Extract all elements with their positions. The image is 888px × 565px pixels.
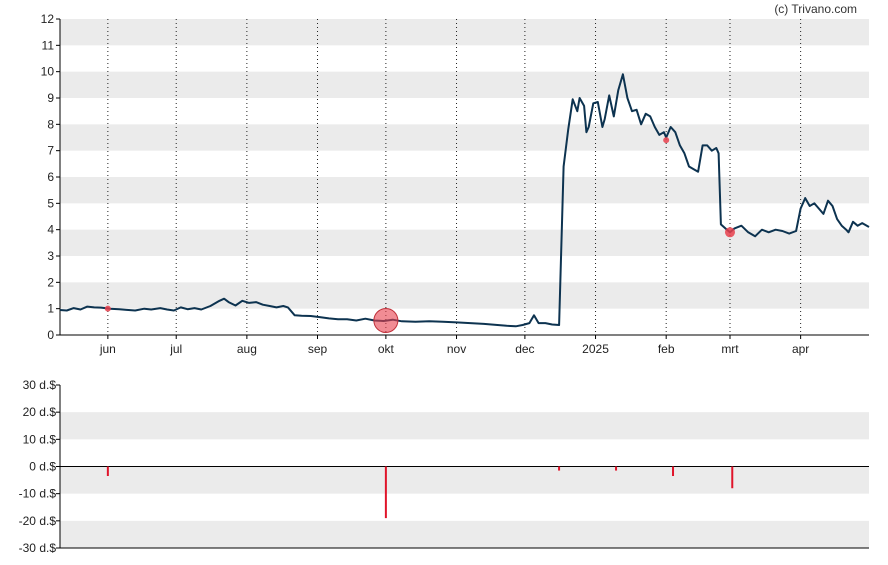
y-tick-label: 10 d.$ (23, 432, 57, 446)
y-tick-label: 10 (41, 65, 55, 79)
event-marker (104, 305, 111, 312)
transaction-bar (558, 466, 561, 471)
y-tick-label: 5 (47, 196, 54, 210)
grid-band (60, 19, 869, 46)
y-tick-label: -10 d.$ (19, 487, 57, 501)
y-tick-label: 4 (47, 223, 54, 237)
grid-band (60, 71, 869, 98)
transaction-bar (731, 466, 734, 489)
x-tick-label: 2025 (582, 342, 609, 356)
transaction-bar (615, 466, 618, 471)
y-tick-label: -30 d.$ (19, 541, 57, 555)
transactions-panel: 30 d.$ 20 d.$ 10 d.$ 0 d.$ -10 d.$ -20 d.$ -30… (19, 378, 869, 555)
price-line (59, 73, 870, 328)
y-tick-label: 9 (47, 91, 54, 105)
grid-band (60, 466, 869, 494)
y-tick-label: 7 (47, 144, 54, 158)
y-tick-label: 3 (47, 249, 54, 263)
y-tick-label: 0 (47, 328, 54, 342)
transaction-bar (672, 466, 675, 477)
grid-band (60, 282, 869, 309)
x-tick-label: apr (792, 342, 809, 356)
grid-band (60, 177, 869, 204)
x-tick-label: sep (308, 342, 328, 356)
y-tick-label: 30 d.$ (23, 378, 57, 392)
grid-band (60, 124, 869, 151)
event-marker (663, 137, 670, 144)
event-marker (724, 227, 735, 238)
x-tick-label: feb (658, 342, 675, 356)
transaction-bar (106, 466, 109, 477)
grid-band (60, 229, 869, 256)
x-tick-label: dec (515, 342, 534, 356)
y-tick-label: 0 d.$ (29, 460, 56, 474)
x-tick-label: nov (447, 342, 466, 356)
x-tick-label: jun (99, 342, 116, 356)
y-tick-label: 20 d.$ (23, 405, 57, 419)
x-tick-label: mrt (721, 342, 739, 356)
y-tick-label: 8 (47, 117, 54, 131)
grid-band (60, 520, 869, 548)
event-marker (373, 308, 399, 334)
y-tick-label: 2 (47, 275, 54, 289)
y-tick-label: 12 (41, 12, 55, 26)
x-tick-label: aug (237, 342, 257, 356)
x-tick-label: jul (169, 342, 182, 356)
y-tick-label: 11 (42, 38, 55, 52)
y-tick-label: 1 (47, 302, 54, 316)
transaction-bar (384, 466, 387, 519)
credit-text: (c) Trivano.com (774, 2, 857, 16)
price-panel: jun jul aug sep okt nov dec 2025 feb mrt apr012345… (41, 12, 870, 356)
y-tick-label: 6 (47, 170, 54, 184)
y-tick-label: -20 d.$ (19, 514, 57, 528)
x-tick-label: okt (378, 342, 395, 356)
grid-band (60, 412, 869, 440)
